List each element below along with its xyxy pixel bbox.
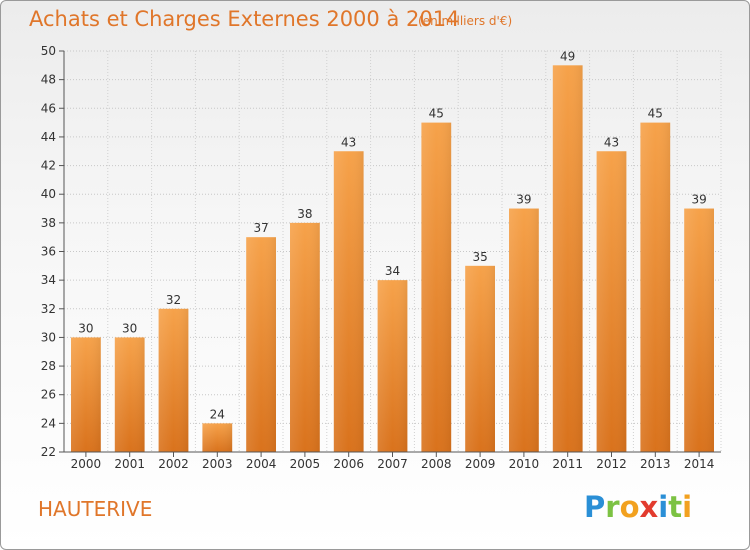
- y-tick-label: 40: [41, 187, 56, 201]
- bar-value-label: 45: [648, 107, 663, 121]
- bar-value-label: 24: [210, 407, 225, 421]
- x-tick-label: 2000: [71, 457, 102, 471]
- bar-value-label: 34: [385, 264, 400, 278]
- bar-value-label: 38: [297, 207, 312, 221]
- location-label: HAUTERIVE: [38, 497, 153, 521]
- x-tick-label: 2010: [509, 457, 540, 471]
- chart-subtitle: (en milliers d'€): [418, 14, 513, 28]
- bar-value-label: 32: [166, 293, 181, 307]
- axis-layer: 22 24 26 28 30 32 34 36 38 40 42 44 46 48 50 2000 2001 20…: [41, 44, 721, 471]
- logo-letter: t: [668, 490, 683, 524]
- y-tick-label: 46: [41, 101, 56, 115]
- bar-shade: [552, 65, 583, 453]
- bar-shade: [114, 337, 145, 452]
- bar-shade: [158, 308, 189, 452]
- bar-shade: [71, 337, 101, 452]
- bar-value-label: 43: [604, 135, 619, 149]
- x-tick-label: 2006: [333, 457, 364, 471]
- bar-value-label: 39: [691, 193, 706, 207]
- bar-shade: [202, 423, 233, 452]
- bar-value-label: 37: [253, 221, 268, 235]
- y-tick-label: 42: [41, 159, 56, 173]
- x-tick-label: 2007: [377, 457, 408, 471]
- y-tick-label: 24: [41, 416, 56, 430]
- y-tick-label: 34: [41, 273, 56, 287]
- bar-value-label: 45: [429, 107, 444, 121]
- bar-value-label: 35: [472, 250, 487, 264]
- y-tick-label: 28: [41, 359, 56, 373]
- bar-shade: [333, 151, 364, 452]
- y-tick-label: 22: [41, 445, 56, 459]
- logo-letter: x: [639, 490, 659, 524]
- bar-value-label: 30: [78, 321, 93, 335]
- bar-value-label: 39: [516, 193, 531, 207]
- bar-shade: [465, 265, 495, 452]
- x-tick-label: 2012: [596, 457, 627, 471]
- logo-letter: P: [584, 490, 606, 524]
- bar-value-label: 49: [560, 49, 575, 63]
- grid-layer: [63, 50, 722, 453]
- bar-shade: [290, 222, 320, 452]
- x-tick-label: 2013: [640, 457, 671, 471]
- bar-shade: [246, 237, 276, 452]
- y-tick-label: 44: [41, 130, 56, 144]
- x-tick-label: 2014: [684, 457, 715, 471]
- bar-shade: [684, 208, 714, 452]
- bar-shade: [509, 208, 539, 452]
- logo-letter: r: [605, 490, 620, 524]
- bar-layer: 30 30 32 24 37 38 43 34 45 35 39 49 43 45 39: [71, 49, 714, 453]
- bar-shade: [640, 122, 671, 452]
- bar-shade: [421, 122, 452, 452]
- x-tick-label: 2004: [246, 457, 277, 471]
- logo-letter: o: [619, 490, 640, 524]
- y-tick-label: 26: [41, 388, 56, 402]
- x-tick-label: 2008: [421, 457, 452, 471]
- x-tick-label: 2002: [158, 457, 189, 471]
- proxiti-logo[interactable]: Proxiti: [584, 490, 692, 524]
- bar-value-label: 30: [122, 321, 137, 335]
- chart-title: Achats et Charges Externes 2000 à 2014: [29, 7, 460, 31]
- y-tick-label: 50: [41, 44, 56, 58]
- bar-value-label: 43: [341, 135, 356, 149]
- y-tick-label: 48: [41, 73, 56, 87]
- bar-shade: [596, 151, 627, 452]
- y-tick-label: 38: [41, 216, 56, 230]
- x-tick-label: 2003: [202, 457, 233, 471]
- x-tick-label: 2009: [465, 457, 496, 471]
- x-tick-label: 2001: [114, 457, 145, 471]
- y-tick-label: 36: [41, 245, 56, 259]
- x-tick-label: 2011: [552, 457, 583, 471]
- logo-letter: i: [658, 490, 669, 524]
- bar-shade: [377, 280, 408, 452]
- x-tick-label: 2005: [290, 457, 321, 471]
- y-tick-label: 30: [41, 330, 56, 344]
- y-tick-label: 32: [41, 302, 56, 316]
- logo-letter: i: [682, 490, 693, 524]
